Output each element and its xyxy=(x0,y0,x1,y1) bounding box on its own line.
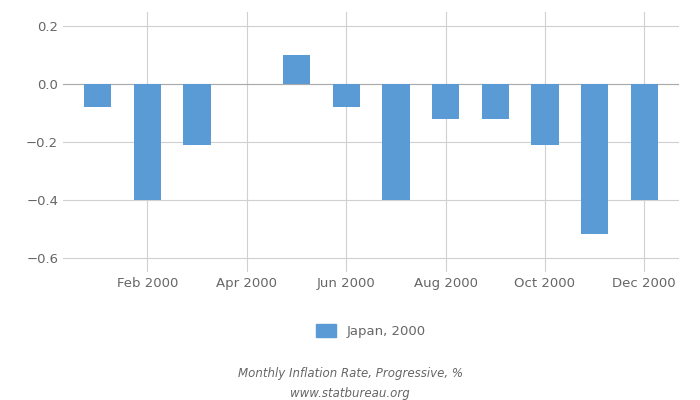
Bar xyxy=(581,84,608,234)
Bar xyxy=(631,84,658,200)
Bar xyxy=(84,84,111,107)
Bar xyxy=(332,84,360,107)
Text: www.statbureau.org: www.statbureau.org xyxy=(290,388,410,400)
Legend: Japan, 2000: Japan, 2000 xyxy=(311,319,431,344)
Text: Monthly Inflation Rate, Progressive, %: Monthly Inflation Rate, Progressive, % xyxy=(237,368,463,380)
Bar xyxy=(432,84,459,119)
Bar xyxy=(382,84,410,200)
Bar xyxy=(183,84,211,145)
Bar xyxy=(482,84,509,119)
Bar xyxy=(531,84,559,145)
Bar xyxy=(134,84,161,200)
Bar xyxy=(283,55,310,84)
